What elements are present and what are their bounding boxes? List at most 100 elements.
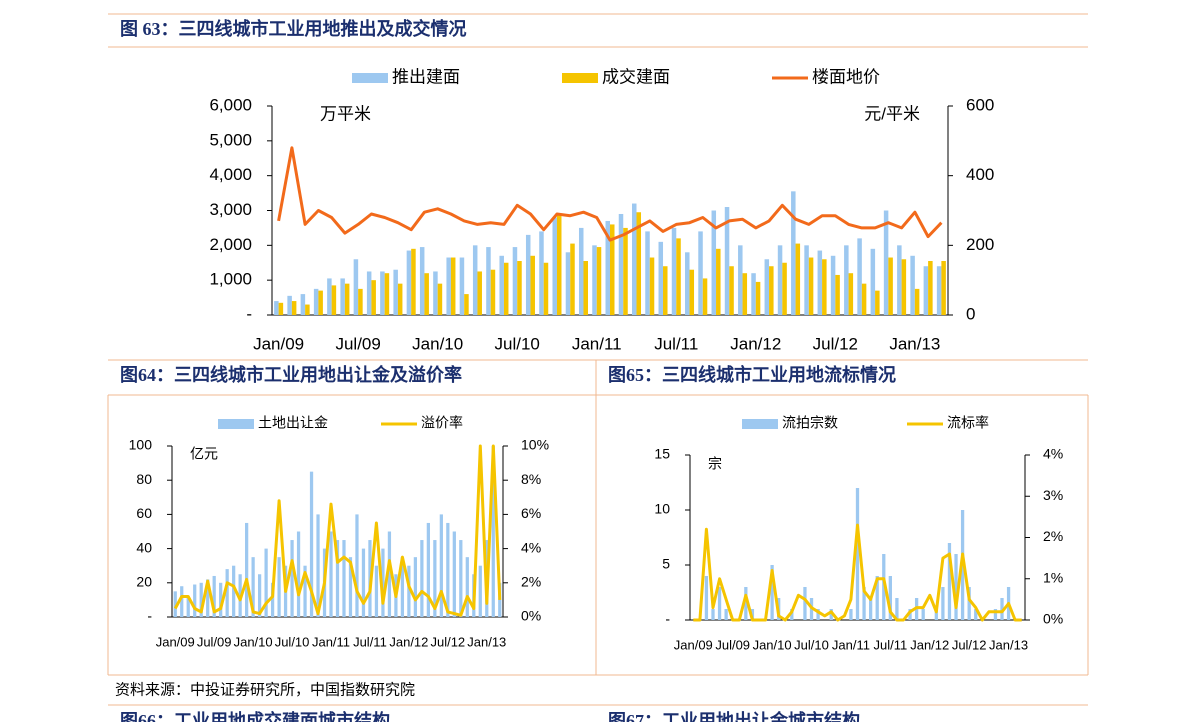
- bar: [411, 248, 416, 315]
- bar: [270, 582, 275, 617]
- y2-tick-label: 0%: [1043, 611, 1063, 627]
- y-tick-label: 40: [136, 539, 152, 555]
- bar: [928, 261, 933, 315]
- bar: [770, 565, 774, 620]
- bar: [291, 301, 297, 315]
- bar: [777, 245, 783, 315]
- next-title: 图67：工业用地出让金城市结构: [608, 710, 860, 722]
- chart-title: 图65：三四线城市工业用地流标情况: [608, 364, 896, 385]
- bar: [882, 554, 886, 620]
- bar: [245, 522, 249, 617]
- bar: [348, 557, 353, 617]
- bar: [804, 245, 809, 315]
- y-unit: 宗: [708, 456, 722, 472]
- x-tick-label: Jan/09: [156, 634, 195, 649]
- bar: [790, 609, 794, 620]
- bar: [413, 557, 418, 617]
- bar: [426, 522, 430, 617]
- legend-label: 流拍宗数: [782, 415, 838, 431]
- y-tick-label: 6,000: [209, 95, 252, 114]
- bar: [1000, 598, 1004, 620]
- source: 资料来源：中投证券研究所，中国指数研究院: [115, 680, 415, 698]
- bar: [433, 540, 437, 617]
- bar: [822, 259, 827, 315]
- y2-tick-label: 6%: [521, 505, 541, 521]
- bar: [636, 212, 642, 315]
- y2-tick-label: 0%: [521, 608, 541, 624]
- legend-label: 成交建面: [602, 67, 670, 86]
- y-tick-label: 15: [654, 446, 670, 462]
- bar: [274, 301, 279, 315]
- bar: [400, 557, 405, 617]
- x-tick-label: Jan/09: [674, 637, 713, 652]
- bar: [355, 514, 359, 617]
- bar: [316, 514, 320, 617]
- bar: [290, 540, 294, 617]
- bar: [934, 609, 938, 620]
- bar: [870, 248, 876, 315]
- y2-unit: 元/平米: [864, 104, 920, 123]
- bar: [618, 213, 624, 315]
- bar: [583, 261, 588, 315]
- legend-label: 楼面地价: [812, 67, 880, 86]
- bar: [671, 227, 677, 315]
- bar: [380, 271, 385, 315]
- y-unit: 万平米: [320, 104, 371, 123]
- bar: [387, 531, 392, 617]
- x-tick-label: Jan/12: [730, 334, 781, 353]
- bar: [477, 271, 482, 315]
- bar: [433, 271, 438, 315]
- bar: [744, 587, 748, 620]
- bar: [875, 290, 880, 315]
- bar: [358, 288, 363, 315]
- bar: [717, 587, 722, 620]
- bar: [923, 266, 929, 315]
- bar: [490, 269, 496, 315]
- bar: [296, 531, 301, 617]
- y-tick-label: 5,000: [209, 130, 252, 149]
- bar: [941, 587, 945, 620]
- y-tick-label: -: [147, 608, 152, 624]
- bar: [897, 245, 902, 315]
- y-tick-label: 80: [136, 471, 152, 487]
- bar: [305, 304, 310, 315]
- x-tick-label: Jan/10: [412, 334, 463, 353]
- bar: [808, 257, 814, 315]
- legend-label: 流标率: [947, 415, 989, 431]
- x-tick-label: Jul/10: [495, 334, 540, 353]
- bar: [875, 576, 879, 620]
- bar: [861, 283, 867, 315]
- bar: [769, 266, 774, 315]
- line: [277, 146, 943, 242]
- bar: [419, 247, 425, 315]
- y2-tick-label: 3%: [1043, 487, 1063, 503]
- bar: [941, 261, 946, 315]
- y-tick-label: 10: [654, 501, 670, 517]
- y2-tick-label: 0: [966, 304, 975, 323]
- bar: [610, 224, 615, 315]
- bar: [486, 247, 491, 315]
- bar: [764, 259, 770, 315]
- bar: [883, 210, 889, 315]
- bar: [857, 238, 862, 315]
- x-tick-label: Jan/12: [910, 637, 949, 652]
- bar: [329, 531, 333, 617]
- bar: [844, 245, 849, 315]
- x-tick-label: Jan/09: [253, 334, 304, 353]
- bar: [381, 548, 385, 617]
- bar: [716, 248, 721, 315]
- y-tick-label: 4,000: [209, 165, 252, 184]
- y2-tick-label: 1%: [1043, 569, 1063, 585]
- bar: [565, 252, 571, 315]
- bar: [491, 446, 495, 617]
- x-tick-label: Jan/12: [389, 634, 428, 649]
- bar: [512, 247, 518, 315]
- bar: [936, 266, 942, 315]
- legend-swatch: [218, 419, 254, 429]
- bar: [503, 262, 509, 315]
- bar: [829, 609, 833, 620]
- bar: [251, 557, 255, 617]
- bar: [277, 557, 281, 617]
- bar: [264, 548, 268, 617]
- next-title: 图66：工业用地成交建面城市结构: [120, 710, 390, 722]
